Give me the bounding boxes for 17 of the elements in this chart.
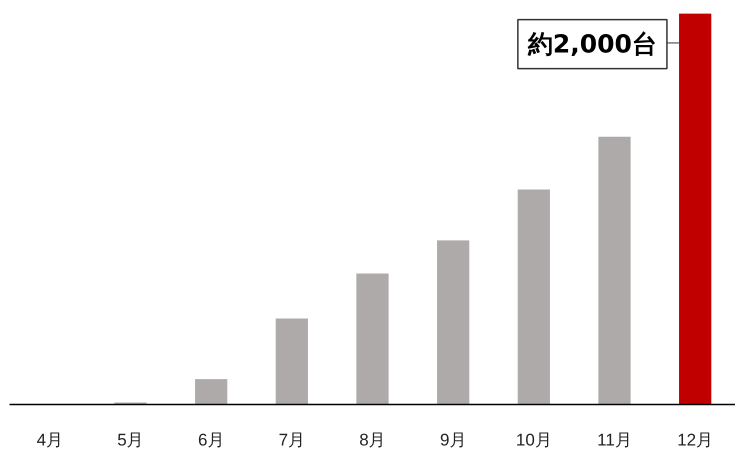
x-tick-label: 9月 xyxy=(440,430,466,450)
x-tick-label: 8月 xyxy=(359,430,386,450)
bar xyxy=(276,318,308,404)
x-tick-label: 12月 xyxy=(677,430,714,450)
x-tick-label: 5月 xyxy=(117,430,144,450)
bar xyxy=(195,379,228,404)
x-tick-label: 4月 xyxy=(36,430,64,450)
data-label: 約2,000台 xyxy=(526,30,657,59)
x-tick-label: 7月 xyxy=(278,430,306,450)
bar xyxy=(679,14,712,404)
x-tick-label: 10月 xyxy=(516,430,552,450)
bar xyxy=(598,136,631,404)
x-tick-label: 6月 xyxy=(198,430,224,450)
bar xyxy=(437,240,470,404)
x-tick-label: 11月 xyxy=(597,430,632,450)
bar xyxy=(356,274,389,404)
bar xyxy=(518,190,550,404)
